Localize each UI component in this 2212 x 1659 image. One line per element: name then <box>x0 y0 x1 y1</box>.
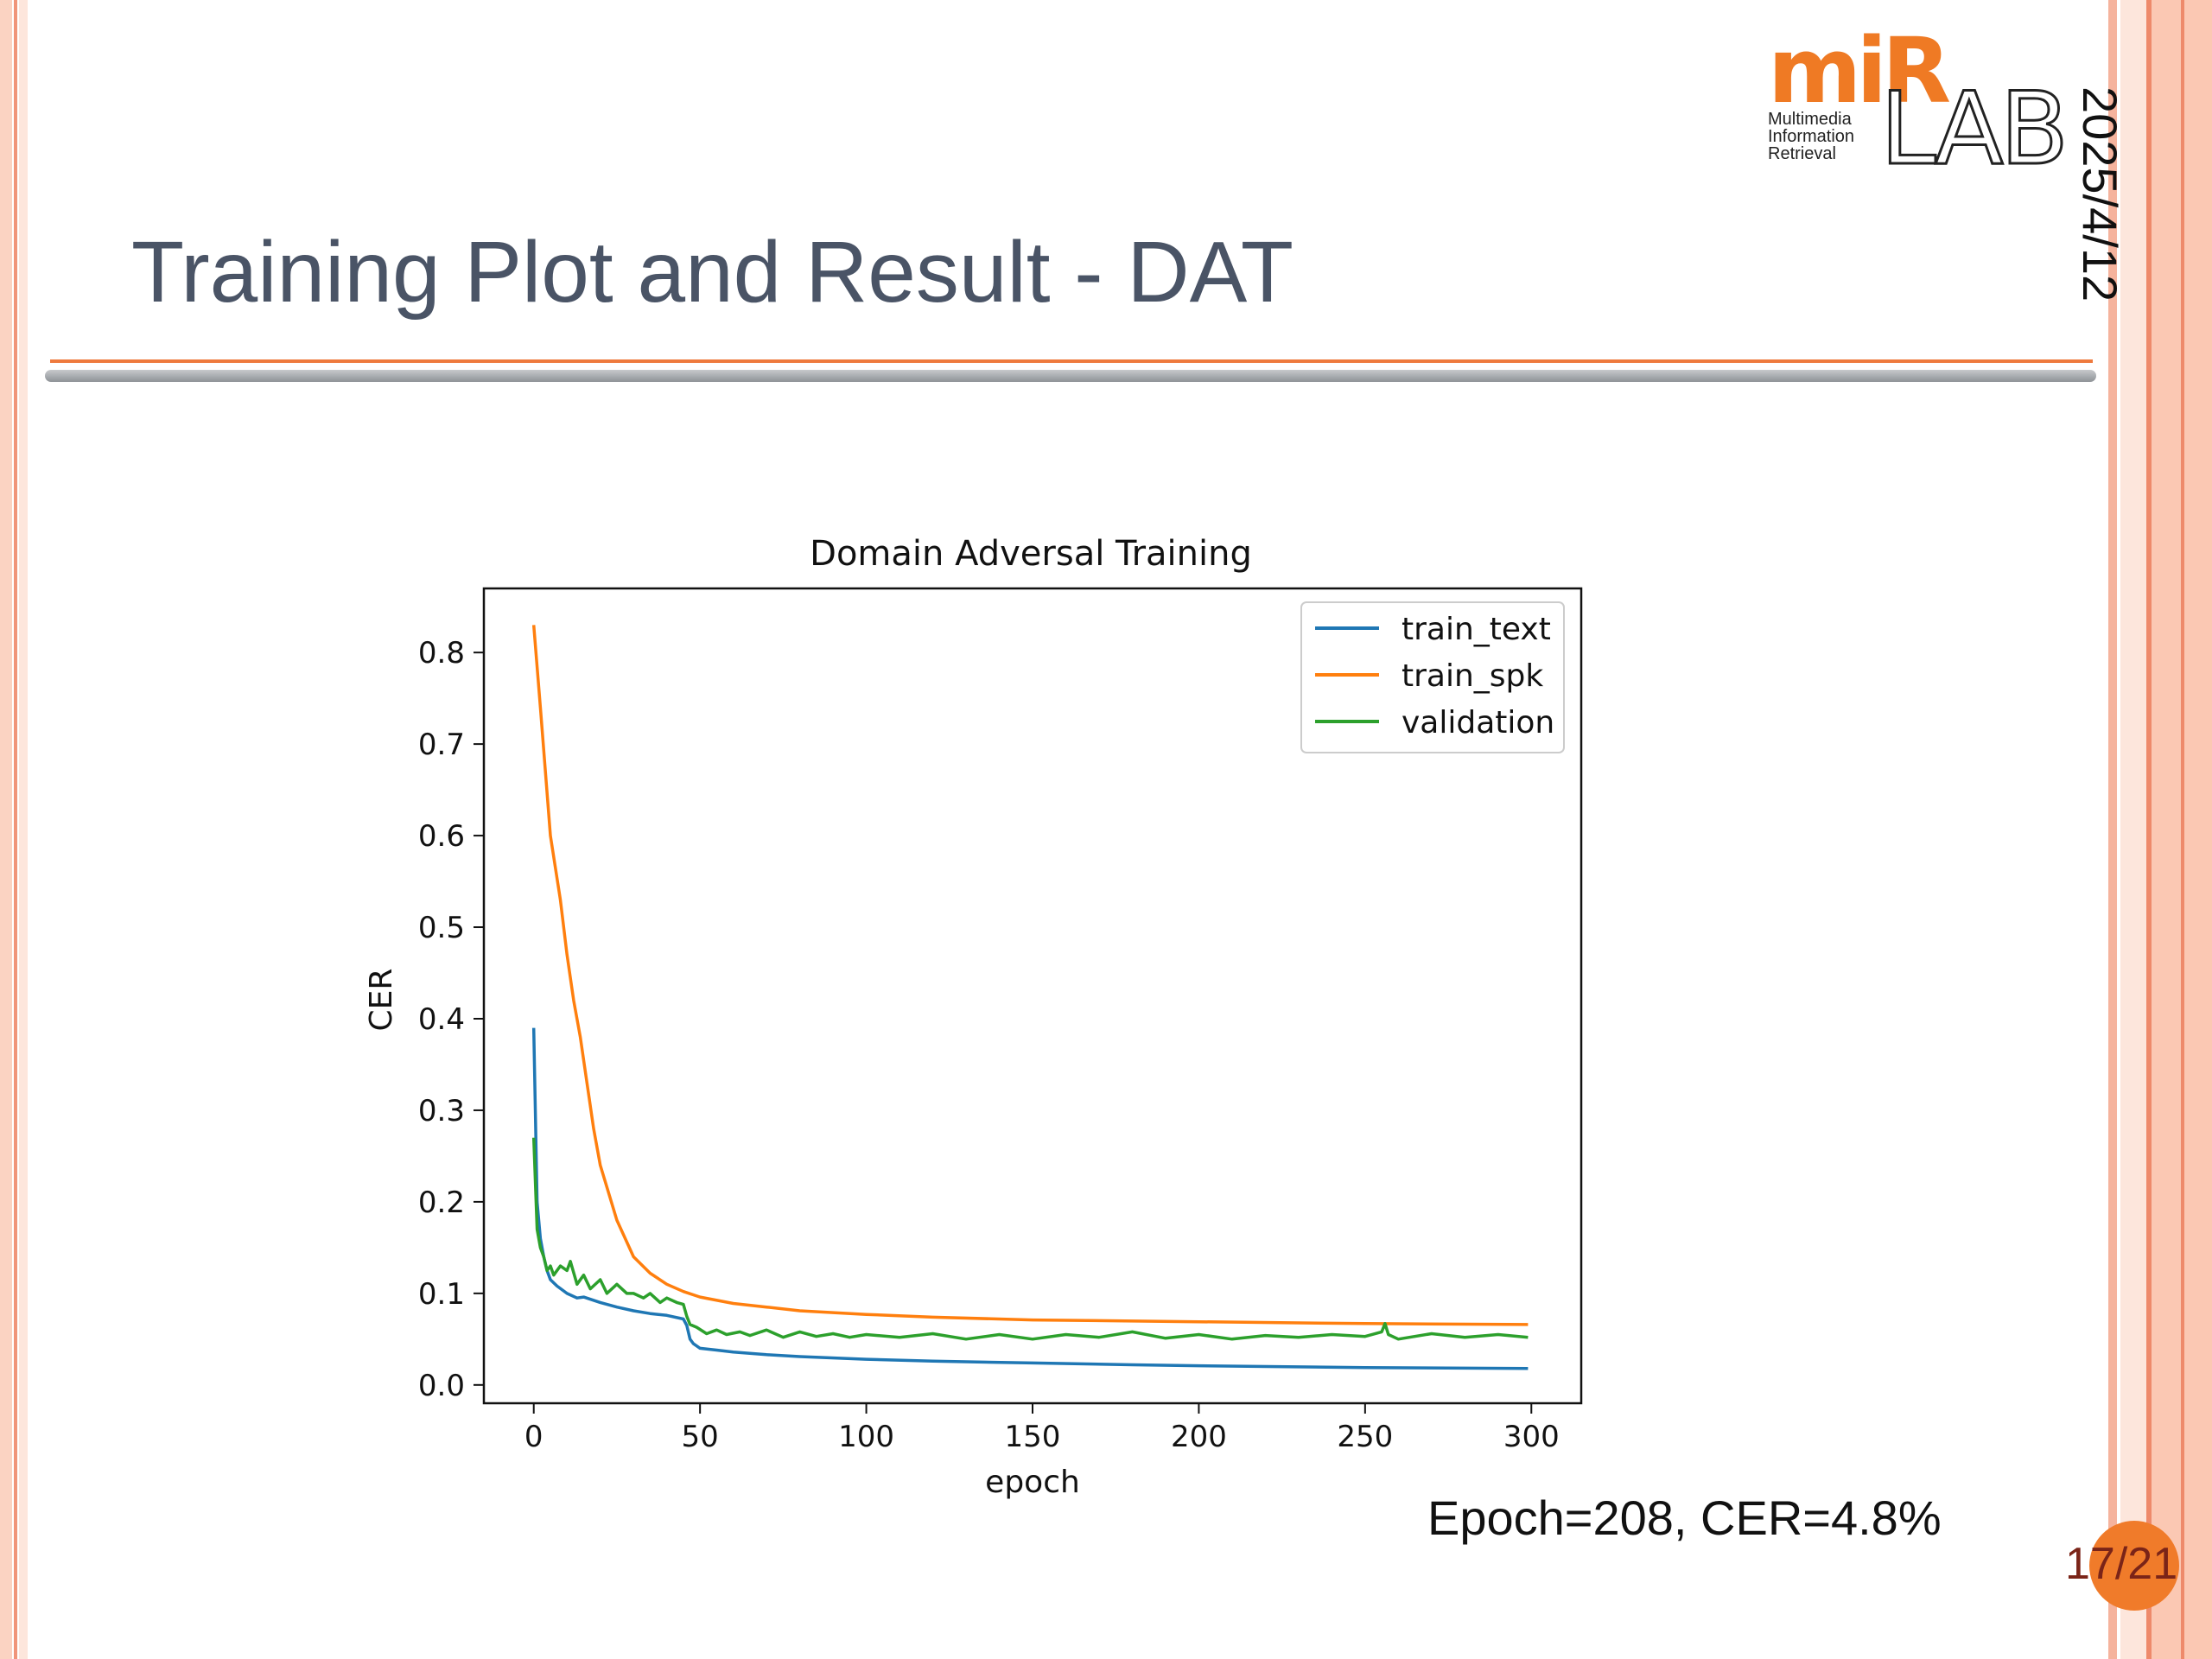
y-tick-label: 0.4 <box>418 1002 465 1037</box>
series-line-validation <box>531 1137 1529 1341</box>
y-tick-label: 0.5 <box>418 911 465 945</box>
y-tick-label: 0.0 <box>418 1369 465 1403</box>
result-summary: Epoch=208, CER=4.8% <box>1427 1491 1942 1545</box>
legend-box <box>1300 601 1565 753</box>
left-border-line <box>14 0 17 1659</box>
logo-line: Retrieval <box>1768 144 1836 163</box>
y-tick-label: 0.2 <box>418 1185 465 1220</box>
right-border-band-light <box>2120 0 2146 1659</box>
x-tick-label: 0 <box>524 1420 543 1454</box>
x-tick-label: 150 <box>1005 1420 1061 1454</box>
mir-lab-logo: miR Multimedia Information Retrieval LAB <box>1768 26 2070 188</box>
legend: train_text train_spk validation <box>1300 601 1565 753</box>
left-border <box>0 0 38 1659</box>
x-tick-label: 250 <box>1337 1420 1393 1454</box>
legend-label: train_text <box>1402 612 1551 647</box>
y-axis-label: CER <box>364 969 399 1032</box>
legend-label: validation <box>1402 705 1554 741</box>
y-tick-label: 0.3 <box>418 1094 465 1128</box>
logo-line: Information <box>1768 127 1855 146</box>
y-tick-label: 0.6 <box>418 819 465 854</box>
x-axis: 0 50 100 150 200 250 300 <box>524 1403 1560 1454</box>
x-axis-label: epoch <box>985 1465 1080 1500</box>
slide-date: 2025/4/12 <box>2073 86 2127 302</box>
legend-label: train_spk <box>1402 658 1543 694</box>
title-rule-shadow <box>45 370 2096 382</box>
page-number-badge <box>2089 1521 2179 1611</box>
slide-title: Training Plot and Result - DAT <box>131 224 1294 321</box>
left-border-band <box>0 0 12 1659</box>
x-tick-label: 300 <box>1503 1420 1560 1454</box>
right-border-line <box>2146 0 2152 1659</box>
y-tick-label: 0.1 <box>418 1277 465 1312</box>
y-axis: 0.0 0.1 0.2 0.3 0.4 0.5 0.6 0.7 0.8 <box>418 636 484 1403</box>
right-border-band <box>2108 0 2117 1659</box>
title-rule <box>50 359 2093 363</box>
logo-subtitle: Multimedia Information Retrieval <box>1768 111 1884 162</box>
x-tick-label: 100 <box>838 1420 894 1454</box>
series-line-train_spk <box>531 625 1529 1326</box>
series-lines <box>531 625 1529 1370</box>
series-line-train_text <box>531 1027 1529 1370</box>
logo-lab: LAB <box>1878 71 2069 188</box>
y-tick-label: 0.8 <box>418 636 465 671</box>
right-border-line-inner <box>2181 0 2184 1659</box>
logo-brand: miR <box>1768 18 1951 124</box>
x-tick-label: 200 <box>1171 1420 1227 1454</box>
page-number: 17/21 <box>2065 1539 2178 1589</box>
y-tick-label: 0.7 <box>418 728 465 762</box>
x-tick-label: 50 <box>682 1420 719 1454</box>
left-border-band-light <box>19 0 28 1659</box>
right-border <box>2108 0 2212 1659</box>
chart-title: Domain Adversal Training <box>810 534 1252 574</box>
logo-line: Multimedia <box>1768 110 1852 129</box>
